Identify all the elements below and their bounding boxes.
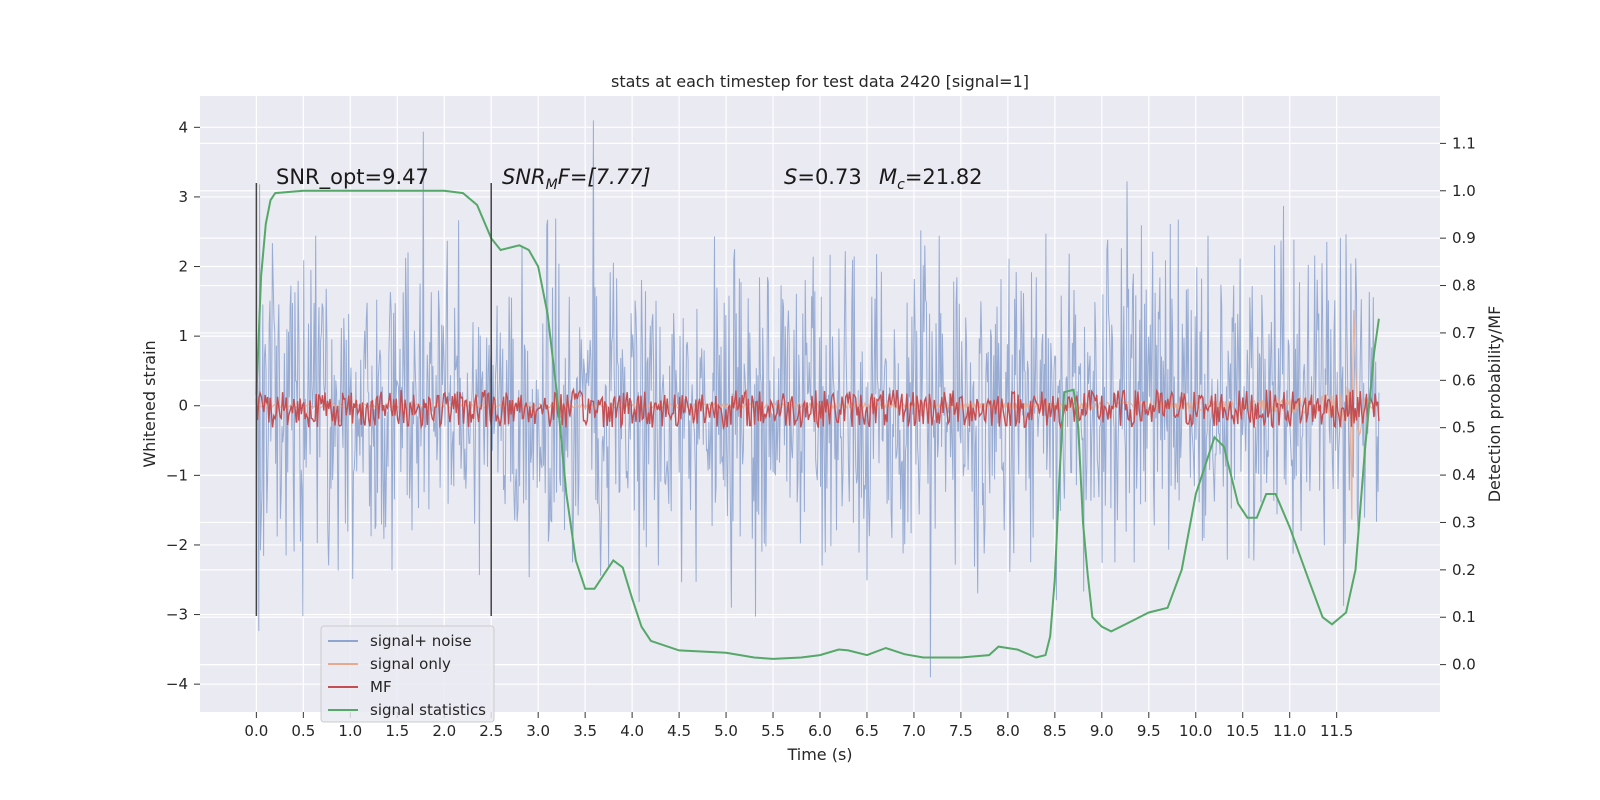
legend: signal+ noise signal only MF signal stat… [320,625,495,723]
x-tick-label: 10.0 [1179,722,1212,740]
y-tick-label: 1 [178,327,188,345]
y2-tick-label: 0.2 [1452,561,1476,579]
y-tick-label: 3 [178,188,188,206]
annotation-s-value: =0.73 [797,165,861,189]
legend-item-mf: MF [328,678,392,696]
x-tick-label: 4.5 [667,722,691,740]
x-tick-label: 7.5 [949,722,973,740]
y2-tick-label: 1.1 [1452,134,1476,152]
y-tick-label: 2 [178,258,188,276]
y2-tick-label: 0.7 [1452,324,1476,342]
x-tick-label: 3.5 [573,722,597,740]
chart-title: stats at each timestep for test data 242… [611,72,1029,91]
x-tick-label: 0.5 [291,722,315,740]
y-tick-label: −4 [166,675,188,693]
y2-tick-label: 0.8 [1452,277,1476,295]
x-tick-label: 3.0 [526,722,550,740]
y2-tick-label: 0.9 [1452,229,1476,247]
legend-item-signal-statistics: signal statistics [328,701,486,719]
legend-label-signal-statistics: signal statistics [370,701,486,719]
window-markers [255,183,492,616]
y-tick-label: −1 [166,466,188,484]
x-tick-label: 11.5 [1320,722,1353,740]
x-tick-label: 9.5 [1137,722,1161,740]
y2-tick-label: 0.3 [1452,513,1476,531]
annotation-s: S=0.73 [784,165,862,189]
x-tick-label: 0.0 [244,722,268,740]
legend-label-signal-noise: signal+ noise [370,632,472,650]
y-tick-label: −3 [166,606,188,624]
series-mf [255,387,1380,431]
y-tick-label: 4 [178,118,188,136]
x-axis-label: Time (s) [786,745,852,764]
y-axis-label: Whitened strain [140,340,159,467]
x-tick-label: 5.5 [761,722,785,740]
x-tick-label: 8.0 [996,722,1020,740]
x-tick-label: 7.0 [902,722,926,740]
annotation-snr-mf: SNRMF=[7.77] [502,165,651,193]
x-tick-label: 6.0 [808,722,832,740]
x-tick-label: 9.0 [1090,722,1114,740]
x-tick-label: 2.5 [479,722,503,740]
x-tick-label: 8.5 [1043,722,1067,740]
legend-label-mf: MF [370,678,392,696]
y2-tick-label: 0.4 [1452,466,1476,484]
annotation-snr-mf-sub: M [546,177,558,193]
y2-axis-label: Detection probability/MF [1485,306,1504,503]
x-tick-label: 1.5 [385,722,409,740]
annotation-s-label: S [784,165,797,189]
series-signal-only [255,309,1379,520]
y2-tick-label: 0.6 [1452,371,1476,389]
x-tick-label: 5.0 [714,722,738,740]
series-signal-noise [255,120,1380,678]
y-tick-label: 0 [178,397,188,415]
series-layer [255,120,1380,678]
legend-item-signal-only: signal only [328,655,451,673]
y-tick-label: −2 [166,536,188,554]
x-tick-label: 4.0 [620,722,644,740]
annotation-snr-opt: SNR_opt=9.47 [276,165,429,190]
x-tick-label: 10.5 [1226,722,1259,740]
series-signal-statistics [255,189,1380,660]
legend-item-signal-noise: signal+ noise [328,632,472,650]
x-tick-label: 6.5 [855,722,879,740]
annotation-mc-label: M [879,165,897,189]
legend-label-signal-only: signal only [370,655,451,673]
annotation-mc-value: =21.82 [905,165,983,189]
y2-tick-label: 0.1 [1452,608,1476,626]
x-axis-ticks: 0.0 0.5 1.0 1.5 2.0 2.5 3.0 3.5 4.0 4.5 5.0 5.5 6.0 6… [244,712,1353,740]
annotation-mc: Mc=21.82 [879,165,983,193]
annotation-snr-mf-main: SNR [502,165,546,189]
x-tick-label: 11.0 [1273,722,1306,740]
x-tick-label: 1.0 [338,722,362,740]
y2-tick-label: 1.0 [1452,182,1476,200]
y-axis-ticks: 4 3 2 1 0 −1 −2 −3 −4 [166,118,200,693]
y2-axis-ticks: 1.1 1.0 0.9 0.8 0.7 0.6 0.5 0.4 0.3 0.2 0.1 0.0 [1440,134,1476,674]
y2-tick-label: 0.5 [1452,419,1476,437]
annotation-mc-sub: c [897,177,905,193]
x-tick-label: 2.0 [432,722,456,740]
y2-tick-label: 0.0 [1452,656,1476,674]
annotation-snr-mf-rest: F=[7.77] [558,165,651,189]
